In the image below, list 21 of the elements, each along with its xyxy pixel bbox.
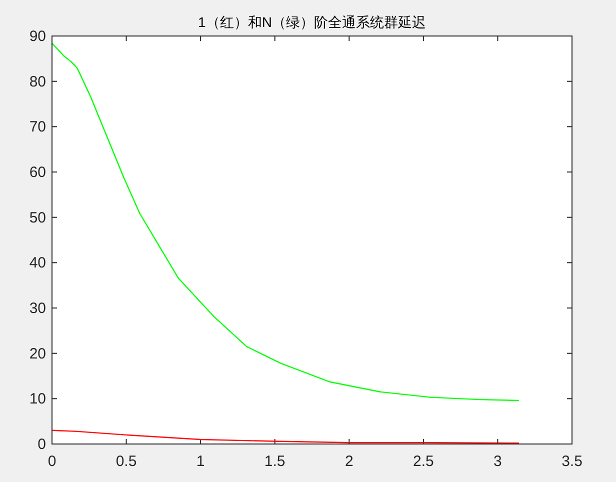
y-tick-label: 60: [29, 164, 46, 181]
chart-title: 1（红）和N（绿）阶全通系统群延迟: [198, 14, 426, 30]
y-tick-label: 30: [29, 300, 46, 317]
x-tick-label: 1.5: [264, 453, 286, 470]
line-series: [51, 42, 520, 402]
x-tick-label: 2.5: [413, 453, 434, 470]
x-tick-label: 2: [344, 453, 354, 470]
y-tick-label: 80: [29, 73, 46, 90]
y-tick-label: 10: [29, 390, 46, 408]
y-tick-label: 70: [29, 118, 46, 136]
y-tick-label: 20: [29, 345, 46, 362]
y-tick-label: 0: [38, 436, 46, 453]
x-tick-label: 0: [48, 453, 56, 470]
y-tick-label: 50: [29, 209, 46, 226]
x-tick-label: 1: [196, 453, 205, 470]
x-tick-label: 3.5: [562, 453, 582, 470]
line-series: [51, 430, 520, 444]
x-tick-label: 0.5: [116, 453, 137, 470]
y-tick-label: 90: [29, 28, 46, 45]
y-tick-label: 40: [29, 254, 46, 272]
x-tick-label: 3: [494, 453, 502, 470]
